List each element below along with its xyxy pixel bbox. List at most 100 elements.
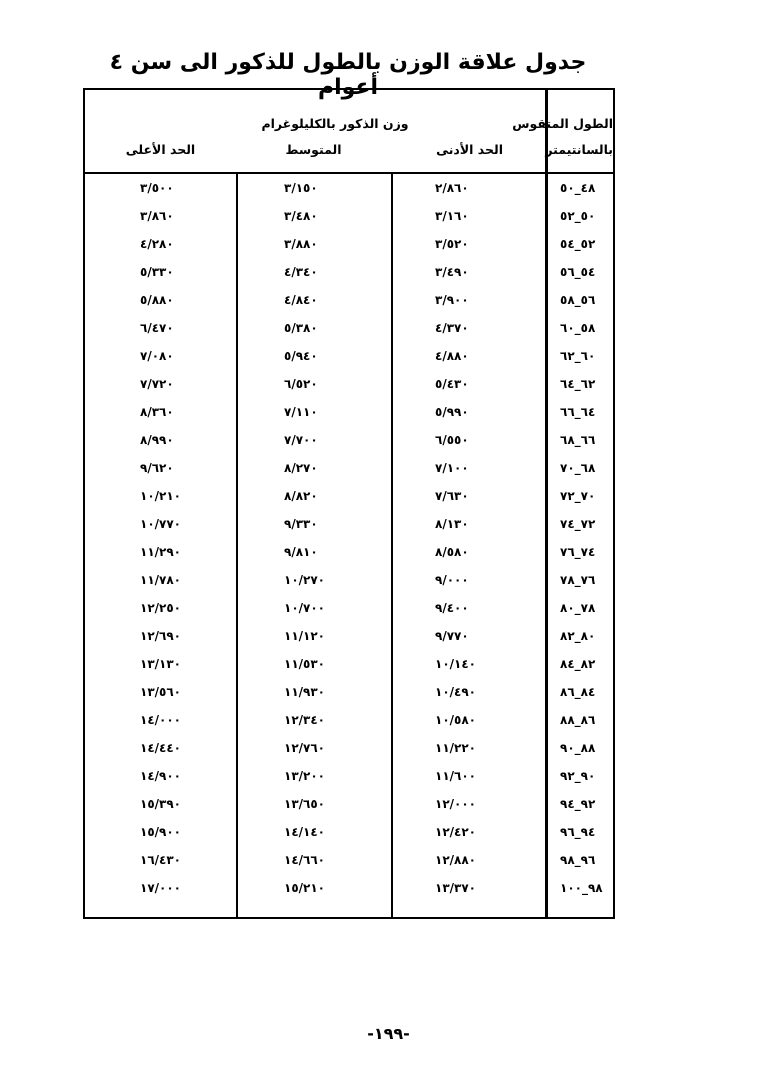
- cell-min: ٩/٤٠٠: [435, 601, 469, 615]
- cell-length: ٩٦_٩٨: [560, 853, 596, 867]
- cell-min: ٨/٥٨٠: [435, 545, 469, 559]
- cell-min: ١١/٦٠٠: [435, 769, 477, 783]
- table-row: ٦٨_٧٠ ٧/١٠٠ ٨/٢٧٠ ٩/٦٢٠: [85, 454, 613, 482]
- cell-avg: ٨/٨٢٠: [284, 489, 318, 503]
- table-row: ٩٠_٩٢ ١١/٦٠٠ ١٣/٢٠٠ ١٤/٩٠٠: [85, 762, 613, 790]
- cell-max: ٧/٠٨٠: [140, 349, 174, 363]
- cell-min: ١٢/٨٨٠: [435, 853, 477, 867]
- cell-avg: ٤/٨٤٠: [284, 293, 318, 307]
- cell-max: ١٢/٦٩٠: [140, 629, 182, 643]
- table-row: ٧٨_٨٠ ٩/٤٠٠ ١٠/٧٠٠ ١٢/٢٥٠: [85, 594, 613, 622]
- cell-min: ٥/٤٣٠: [435, 377, 469, 391]
- table-row: ٧٤_٧٦ ٨/٥٨٠ ٩/٨١٠ ١١/٢٩٠: [85, 538, 613, 566]
- cell-length: ٩٢_٩٤: [560, 797, 596, 811]
- cell-avg: ٣/١٥٠: [284, 181, 318, 195]
- cell-min: ٧/١٠٠: [435, 461, 469, 475]
- cell-min: ٩/٧٧٠: [435, 629, 469, 643]
- cell-avg: ٩/٣٣٠: [284, 517, 318, 531]
- cell-max: ١٤/٤٤٠: [140, 741, 182, 755]
- table-row: ٩٤_٩٦ ١٢/٤٢٠ ١٤/١٤٠ ١٥/٩٠٠: [85, 818, 613, 846]
- column-divider: [236, 172, 238, 917]
- cell-length: ٦٨_٧٠: [560, 461, 596, 475]
- cell-avg: ٤/٣٤٠: [284, 265, 318, 279]
- table-row: ٨٤_٨٦ ١٠/٤٩٠ ١١/٩٣٠ ١٣/٥٦٠: [85, 678, 613, 706]
- table-row: ٧٢_٧٤ ٨/١٣٠ ٩/٣٣٠ ١٠/٧٧٠: [85, 510, 613, 538]
- cell-length: ٦٠_٦٢: [560, 349, 596, 363]
- cell-min: ٣/٩٠٠: [435, 293, 469, 307]
- cell-avg: ١٢/٣٤٠: [284, 713, 326, 727]
- cell-max: ٣/٥٠٠: [140, 181, 174, 195]
- cell-min: ٣/١٦٠: [435, 209, 469, 223]
- cell-max: ٩/٦٢٠: [140, 461, 174, 475]
- cell-length: ٧٢_٧٤: [560, 517, 596, 531]
- cell-length: ٥٨_٦٠: [560, 321, 596, 335]
- cell-avg: ١٠/٧٠٠: [284, 601, 326, 615]
- cell-length: ٧٨_٨٠: [560, 601, 596, 615]
- table-row: ٧٦_٧٨ ٩/٠٠٠ ١٠/٢٧٠ ١١/٧٨٠: [85, 566, 613, 594]
- table-row: ٨٦_٨٨ ١٠/٥٨٠ ١٢/٣٤٠ ١٤/٠٠٠: [85, 706, 613, 734]
- header-length-line2: بالسانتيمتر: [545, 142, 613, 157]
- header-max: الحد الأعلى: [125, 142, 196, 157]
- cell-length: ٩٨_١٠٠: [560, 881, 603, 895]
- cell-min: ٦/٥٥٠: [435, 433, 469, 447]
- column-divider: [391, 172, 393, 917]
- cell-length: ٥٤_٥٦: [560, 265, 596, 279]
- cell-min: ٤/٣٧٠: [435, 321, 469, 335]
- cell-max: ٣/٨٦٠: [140, 209, 174, 223]
- cell-max: ١٦/٤٣٠: [140, 853, 182, 867]
- cell-avg: ١٠/٢٧٠: [284, 573, 326, 587]
- column-divider: [545, 90, 548, 917]
- cell-length: ٤٨_٥٠: [560, 181, 596, 195]
- table-row: ٨٢_٨٤ ١٠/١٤٠ ١١/٥٣٠ ١٣/١٣٠: [85, 650, 613, 678]
- cell-avg: ١٥/٢١٠: [284, 881, 326, 895]
- header-weight-group: وزن الذكور بالكليلوغرام: [261, 116, 409, 131]
- cell-max: ٨/٩٩٠: [140, 433, 174, 447]
- cell-max: ٨/٣٦٠: [140, 405, 174, 419]
- cell-min: ١٣/٣٧٠: [435, 881, 477, 895]
- cell-max: ٥/٨٨٠: [140, 293, 174, 307]
- table-row: ٦٠_٦٢ ٤/٨٨٠ ٥/٩٤٠ ٧/٠٨٠: [85, 342, 613, 370]
- table-row: ٥٢_٥٤ ٣/٥٢٠ ٣/٨٨٠ ٤/٢٨٠: [85, 230, 613, 258]
- cell-max: ١٧/٠٠٠: [140, 881, 182, 895]
- cell-max: ٥/٣٣٠: [140, 265, 174, 279]
- cell-min: ١٢/٠٠٠: [435, 797, 477, 811]
- cell-length: ٨٠_٨٢: [560, 629, 596, 643]
- cell-length: ٩٠_٩٢: [560, 769, 596, 783]
- cell-max: ٤/٢٨٠: [140, 237, 174, 251]
- cell-min: ٥/٩٩٠: [435, 405, 469, 419]
- cell-min: ١٠/٥٨٠: [435, 713, 477, 727]
- cell-max: ١٤/٠٠٠: [140, 713, 182, 727]
- table-row: ٥٦_٥٨ ٣/٩٠٠ ٤/٨٤٠ ٥/٨٨٠: [85, 286, 613, 314]
- table-title: جدول علاقة الوزن بالطول للذكور الى سن ٤ …: [109, 50, 587, 100]
- cell-max: ١٠/٢١٠: [140, 489, 182, 503]
- cell-min: ٣/٤٩٠: [435, 265, 469, 279]
- header-length-line1: الطول المتقوس: [512, 116, 613, 131]
- cell-min: ١١/٢٢٠: [435, 741, 477, 755]
- cell-avg: ٣/٨٨٠: [284, 237, 318, 251]
- cell-avg: ٩/٨١٠: [284, 545, 318, 559]
- header-min: الحد الأدنى: [436, 142, 503, 157]
- cell-avg: ٧/١١٠: [284, 405, 318, 419]
- cell-length: ٧٤_٧٦: [560, 545, 596, 559]
- cell-length: ٨٦_٨٨: [560, 713, 596, 727]
- cell-length: ٥٦_٥٨: [560, 293, 596, 307]
- table-row: ٦٦_٦٨ ٦/٥٥٠ ٧/٧٠٠ ٨/٩٩٠: [85, 426, 613, 454]
- cell-length: ٨٢_٨٤: [560, 657, 596, 671]
- cell-length: ٧٠_٧٢: [560, 489, 596, 503]
- header-divider: [85, 172, 613, 174]
- cell-length: ٧٦_٧٨: [560, 573, 596, 587]
- cell-min: ٣/٥٢٠: [435, 237, 469, 251]
- cell-length: ٩٤_٩٦: [560, 825, 596, 839]
- weight-length-table: الطول المتقوس بالسانتيمتر وزن الذكور بال…: [83, 88, 615, 919]
- cell-max: ١١/٧٨٠: [140, 573, 182, 587]
- cell-avg: ١١/١٢٠: [284, 629, 326, 643]
- cell-avg: ٥/٩٤٠: [284, 349, 318, 363]
- cell-length: ٨٤_٨٦: [560, 685, 596, 699]
- cell-avg: ٦/٥٢٠: [284, 377, 318, 391]
- cell-min: ١٢/٤٢٠: [435, 825, 477, 839]
- cell-avg: ٥/٣٨٠: [284, 321, 318, 335]
- cell-length: ٦٤_٦٦: [560, 405, 596, 419]
- cell-max: ١٣/٥٦٠: [140, 685, 182, 699]
- cell-min: ٩/٠٠٠: [435, 573, 469, 587]
- cell-max: ١٣/١٣٠: [140, 657, 182, 671]
